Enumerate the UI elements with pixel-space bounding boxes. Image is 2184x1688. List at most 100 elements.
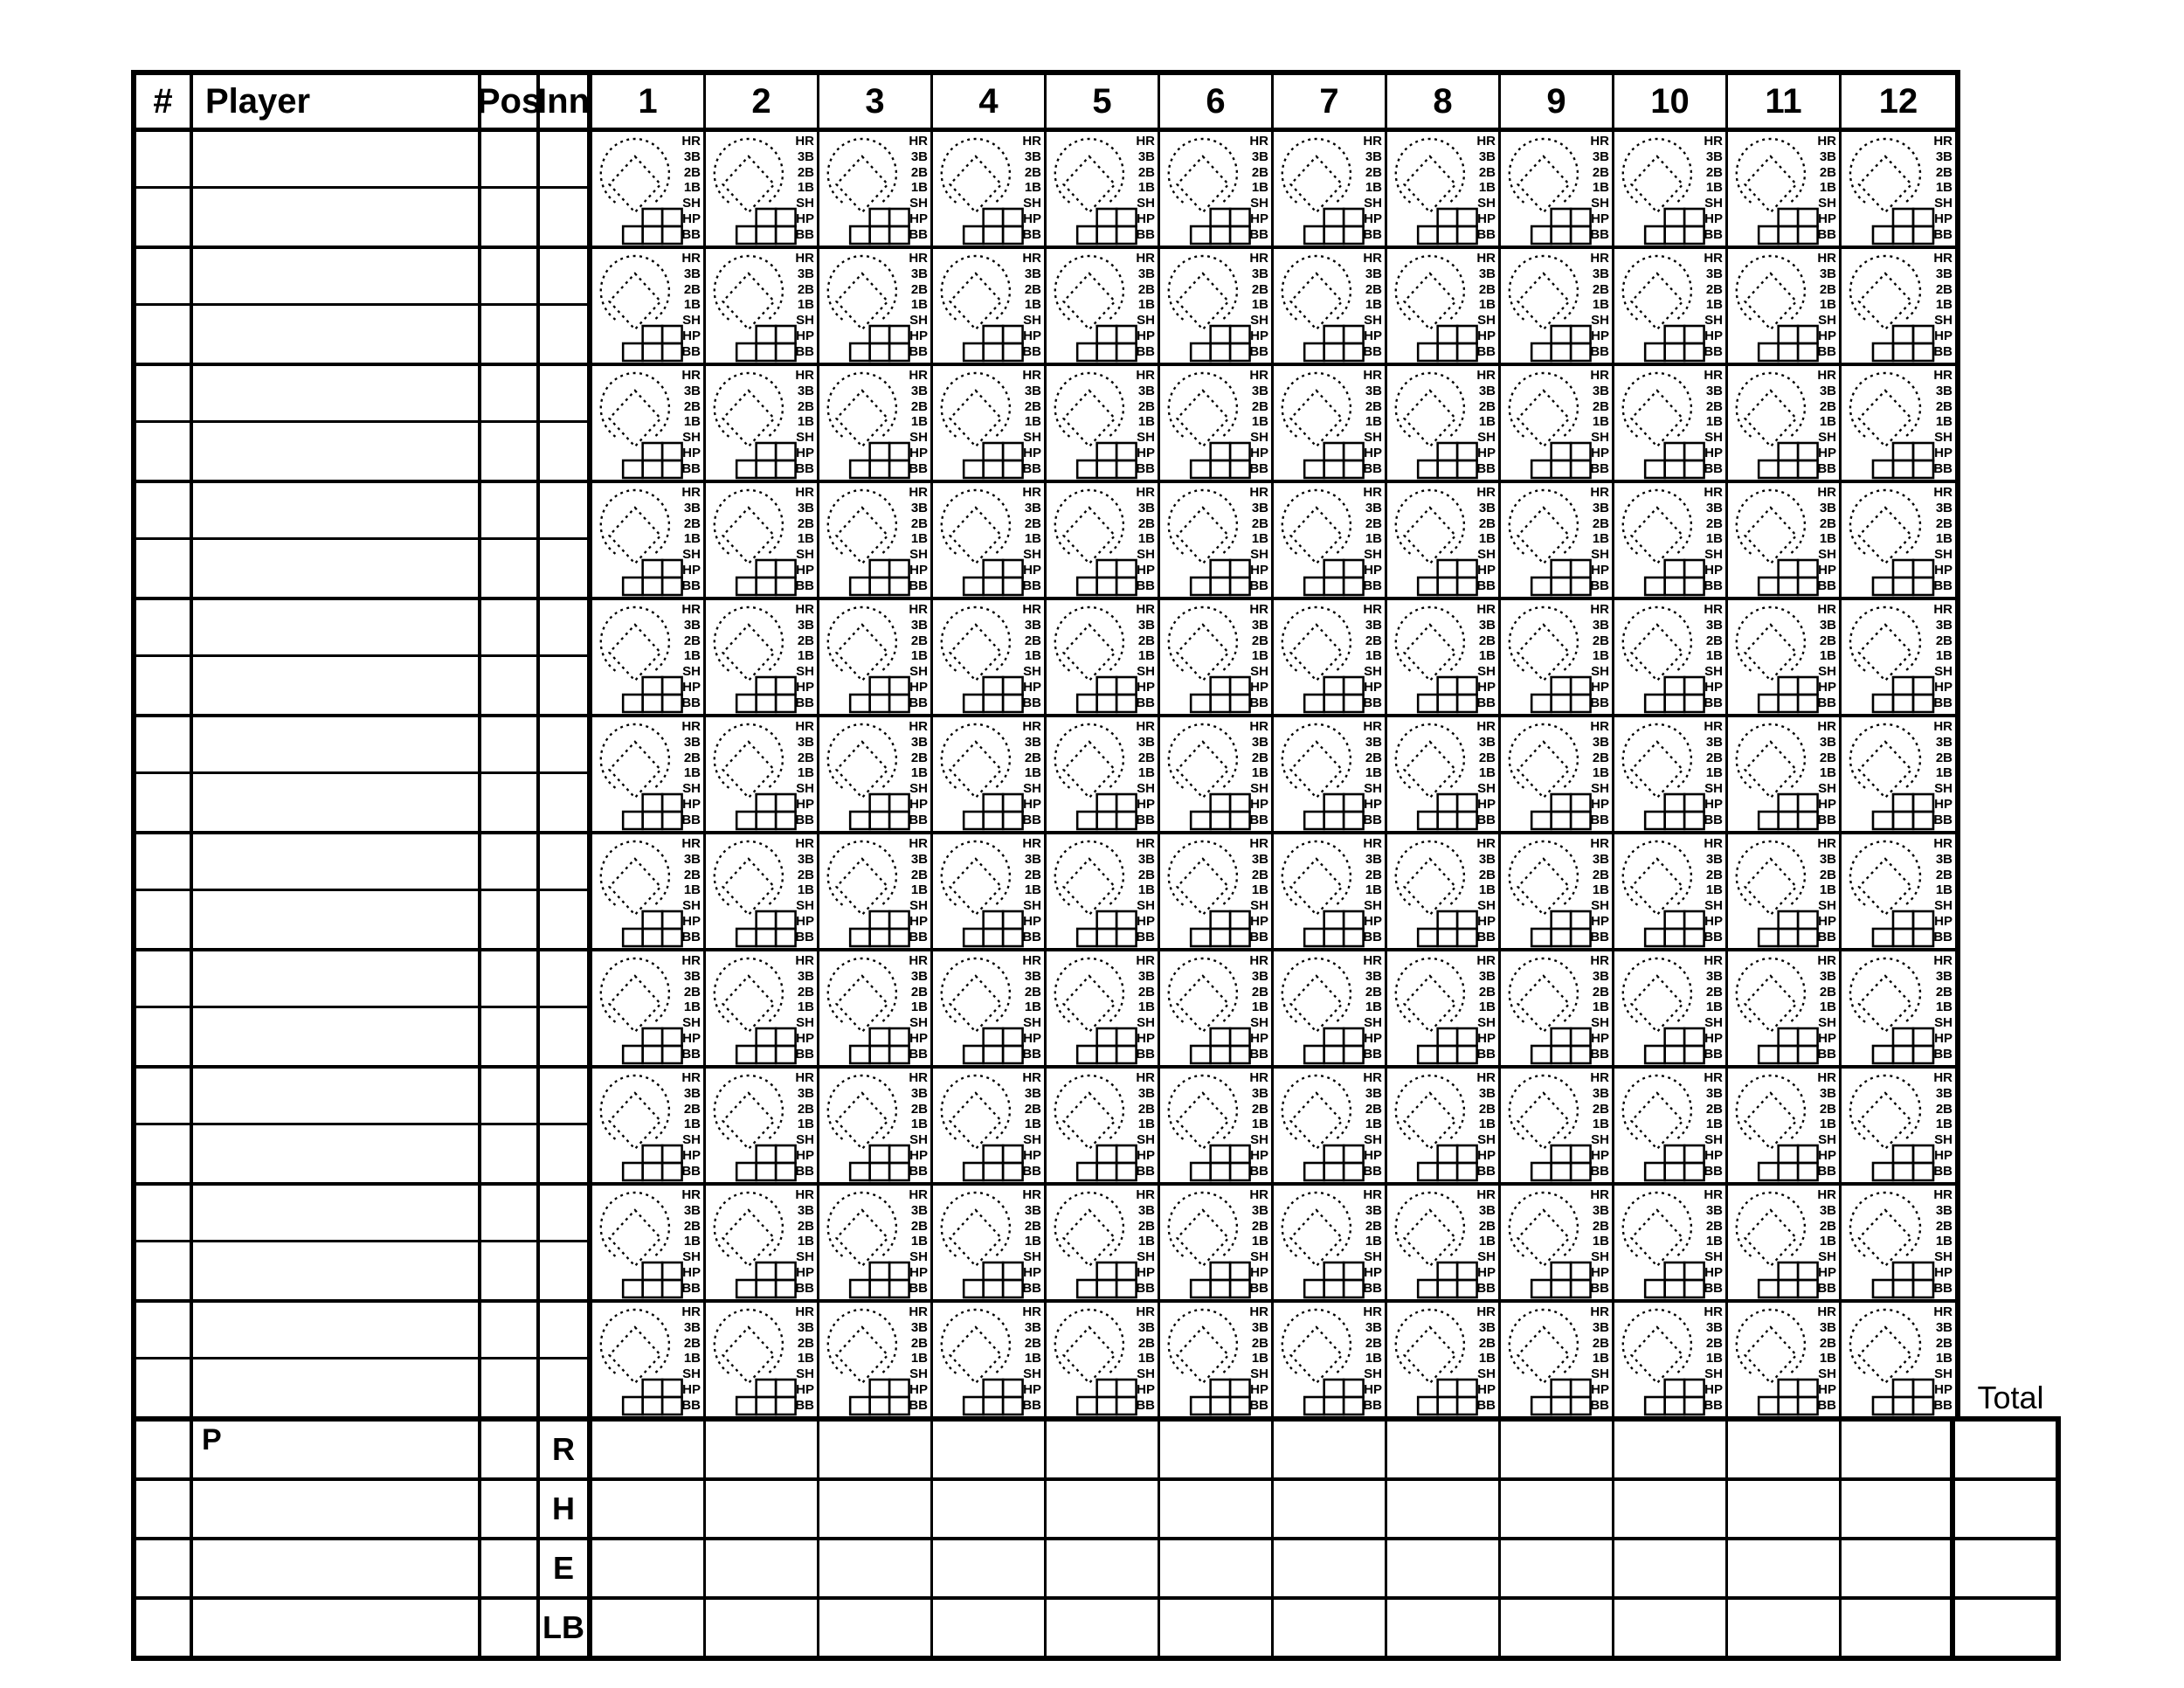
scoring-cell[interactable]: HR 3B 2B 1B SH HP BB — [1728, 717, 1842, 831]
inning-total-cell[interactable] — [1160, 1600, 1274, 1656]
position-cell[interactable] — [481, 366, 536, 423]
scoring-cell[interactable]: HR 3B 2B 1B SH HP BB — [1614, 1303, 1728, 1416]
scoring-cell[interactable]: HR 3B 2B 1B SH HP BB — [1842, 1303, 1955, 1416]
player-number-cell[interactable] — [136, 540, 190, 597]
position-cell[interactable] — [481, 600, 536, 657]
scoring-cell[interactable]: HR 3B 2B 1B SH HP BB — [1842, 717, 1955, 831]
pitcher-name-cell[interactable]: P — [193, 1422, 481, 1477]
pitcher-number-cell[interactable] — [136, 1600, 193, 1656]
inning-total-cell[interactable] — [1387, 1481, 1501, 1537]
scoring-cell[interactable]: HR 3B 2B 1B SH HP BB — [1614, 483, 1728, 597]
scoring-cell[interactable]: HR 3B 2B 1B SH HP BB — [1501, 600, 1614, 714]
inning-entry-cell[interactable] — [540, 306, 587, 363]
inning-total-cell[interactable] — [933, 1422, 1047, 1477]
scoring-cell[interactable]: HR 3B 2B 1B SH HP BB — [933, 717, 1047, 831]
player-number-cell[interactable] — [136, 891, 190, 948]
inning-total-cell[interactable] — [933, 1481, 1047, 1537]
player-number-cell[interactable] — [136, 306, 190, 363]
position-cell[interactable] — [481, 1359, 536, 1416]
inning-total-cell[interactable] — [1728, 1540, 1842, 1596]
scoring-cell[interactable]: HR 3B 2B 1B SH HP BB — [933, 1303, 1047, 1416]
inning-total-cell[interactable] — [1501, 1481, 1614, 1537]
scoring-cell[interactable]: HR 3B 2B 1B SH HP BB — [1160, 483, 1274, 597]
scoring-cell[interactable]: HR 3B 2B 1B SH HP BB — [592, 1303, 706, 1416]
position-cell[interactable] — [481, 306, 536, 363]
player-name-cell[interactable] — [193, 423, 478, 480]
scoring-cell[interactable]: HR 3B 2B 1B SH HP BB — [1274, 600, 1387, 714]
position-cell[interactable] — [481, 951, 536, 1008]
scoring-cell[interactable]: HR 3B 2B 1B SH HP BB — [1047, 1303, 1160, 1416]
scoring-cell[interactable]: HR 3B 2B 1B SH HP BB — [1274, 249, 1387, 363]
scoring-cell[interactable]: HR 3B 2B 1B SH HP BB — [1501, 1069, 1614, 1182]
scoring-cell[interactable]: HR 3B 2B 1B SH HP BB — [1274, 1186, 1387, 1299]
position-cell[interactable] — [481, 132, 536, 189]
scoring-cell[interactable]: HR 3B 2B 1B SH HP BB — [1160, 1303, 1274, 1416]
scoring-cell[interactable]: HR 3B 2B 1B SH HP BB — [1501, 1186, 1614, 1299]
scoring-cell[interactable]: HR 3B 2B 1B SH HP BB — [1501, 1303, 1614, 1416]
grand-total-cell[interactable] — [1955, 1600, 2056, 1656]
player-number-cell[interactable] — [136, 1303, 190, 1359]
pitcher-name-cell[interactable] — [193, 1481, 481, 1537]
player-name-cell[interactable] — [193, 1125, 478, 1182]
scoring-cell[interactable]: HR 3B 2B 1B SH HP BB — [1728, 483, 1842, 597]
inning-entry-cell[interactable] — [540, 423, 587, 480]
scoring-cell[interactable]: HR 3B 2B 1B SH HP BB — [1160, 834, 1274, 948]
scoring-cell[interactable]: HR 3B 2B 1B SH HP BB — [706, 1186, 819, 1299]
scoring-cell[interactable]: HR 3B 2B 1B SH HP BB — [706, 600, 819, 714]
scoring-cell[interactable]: HR 3B 2B 1B SH HP BB — [1501, 249, 1614, 363]
player-number-cell[interactable] — [136, 1359, 190, 1416]
inning-entry-cell[interactable] — [540, 951, 587, 1008]
scoring-cell[interactable]: HR 3B 2B 1B SH HP BB — [1842, 366, 1955, 480]
grand-total-cell[interactable] — [1955, 1481, 2056, 1537]
scoring-cell[interactable]: HR 3B 2B 1B SH HP BB — [1387, 132, 1501, 246]
inning-total-cell[interactable] — [1728, 1600, 1842, 1656]
scoring-cell[interactable]: HR 3B 2B 1B SH HP BB — [1842, 600, 1955, 714]
scoring-cell[interactable]: HR 3B 2B 1B SH HP BB — [1160, 600, 1274, 714]
inning-total-cell[interactable] — [706, 1422, 819, 1477]
player-name-cell[interactable] — [193, 132, 478, 189]
scoring-cell[interactable]: HR 3B 2B 1B SH HP BB — [1728, 132, 1842, 246]
scoring-cell[interactable]: HR 3B 2B 1B SH HP BB — [1160, 1069, 1274, 1182]
inning-entry-cell[interactable] — [540, 132, 587, 189]
pitcher-position-cell[interactable] — [481, 1540, 540, 1596]
player-number-cell[interactable] — [136, 132, 190, 189]
inning-total-cell[interactable] — [1842, 1422, 1955, 1477]
scoring-cell[interactable]: HR 3B 2B 1B SH HP BB — [819, 1069, 933, 1182]
scoring-cell[interactable]: HR 3B 2B 1B SH HP BB — [1274, 1303, 1387, 1416]
scoring-cell[interactable]: HR 3B 2B 1B SH HP BB — [933, 366, 1047, 480]
scoring-cell[interactable]: HR 3B 2B 1B SH HP BB — [933, 249, 1047, 363]
player-number-cell[interactable] — [136, 600, 190, 657]
scoring-cell[interactable]: HR 3B 2B 1B SH HP BB — [1501, 483, 1614, 597]
inning-entry-cell[interactable] — [540, 717, 587, 774]
scoring-cell[interactable]: HR 3B 2B 1B SH HP BB — [1614, 1069, 1728, 1182]
scoring-cell[interactable]: HR 3B 2B 1B SH HP BB — [1728, 1303, 1842, 1416]
inning-total-cell[interactable] — [592, 1540, 706, 1596]
scoring-cell[interactable]: HR 3B 2B 1B SH HP BB — [1047, 249, 1160, 363]
scoring-cell[interactable]: HR 3B 2B 1B SH HP BB — [819, 1186, 933, 1299]
scoring-cell[interactable]: HR 3B 2B 1B SH HP BB — [933, 1069, 1047, 1182]
inning-total-cell[interactable] — [592, 1422, 706, 1477]
inning-total-cell[interactable] — [819, 1481, 933, 1537]
inning-total-cell[interactable] — [1274, 1481, 1387, 1537]
scoring-cell[interactable]: HR 3B 2B 1B SH HP BB — [1160, 1186, 1274, 1299]
position-cell[interactable] — [481, 1186, 536, 1242]
pitcher-name-cell[interactable] — [193, 1600, 481, 1656]
scoring-cell[interactable]: HR 3B 2B 1B SH HP BB — [1160, 132, 1274, 246]
inning-total-cell[interactable] — [1842, 1540, 1955, 1596]
scoring-cell[interactable]: HR 3B 2B 1B SH HP BB — [1728, 600, 1842, 714]
inning-total-cell[interactable] — [1501, 1540, 1614, 1596]
player-number-cell[interactable] — [136, 1008, 190, 1065]
scoring-cell[interactable]: HR 3B 2B 1B SH HP BB — [819, 717, 933, 831]
inning-total-cell[interactable] — [933, 1600, 1047, 1656]
scoring-cell[interactable]: HR 3B 2B 1B SH HP BB — [1387, 834, 1501, 948]
inning-total-cell[interactable] — [1387, 1600, 1501, 1656]
scoring-cell[interactable]: HR 3B 2B 1B SH HP BB — [1728, 366, 1842, 480]
inning-total-cell[interactable] — [1501, 1600, 1614, 1656]
scoring-cell[interactable]: HR 3B 2B 1B SH HP BB — [1842, 1186, 1955, 1299]
inning-entry-cell[interactable] — [540, 600, 587, 657]
inning-entry-cell[interactable] — [540, 366, 587, 423]
inning-total-cell[interactable] — [1387, 1540, 1501, 1596]
scoring-cell[interactable]: HR 3B 2B 1B SH HP BB — [592, 483, 706, 597]
scoring-cell[interactable]: HR 3B 2B 1B SH HP BB — [1614, 951, 1728, 1065]
scoring-cell[interactable]: HR 3B 2B 1B SH HP BB — [1842, 1069, 1955, 1182]
